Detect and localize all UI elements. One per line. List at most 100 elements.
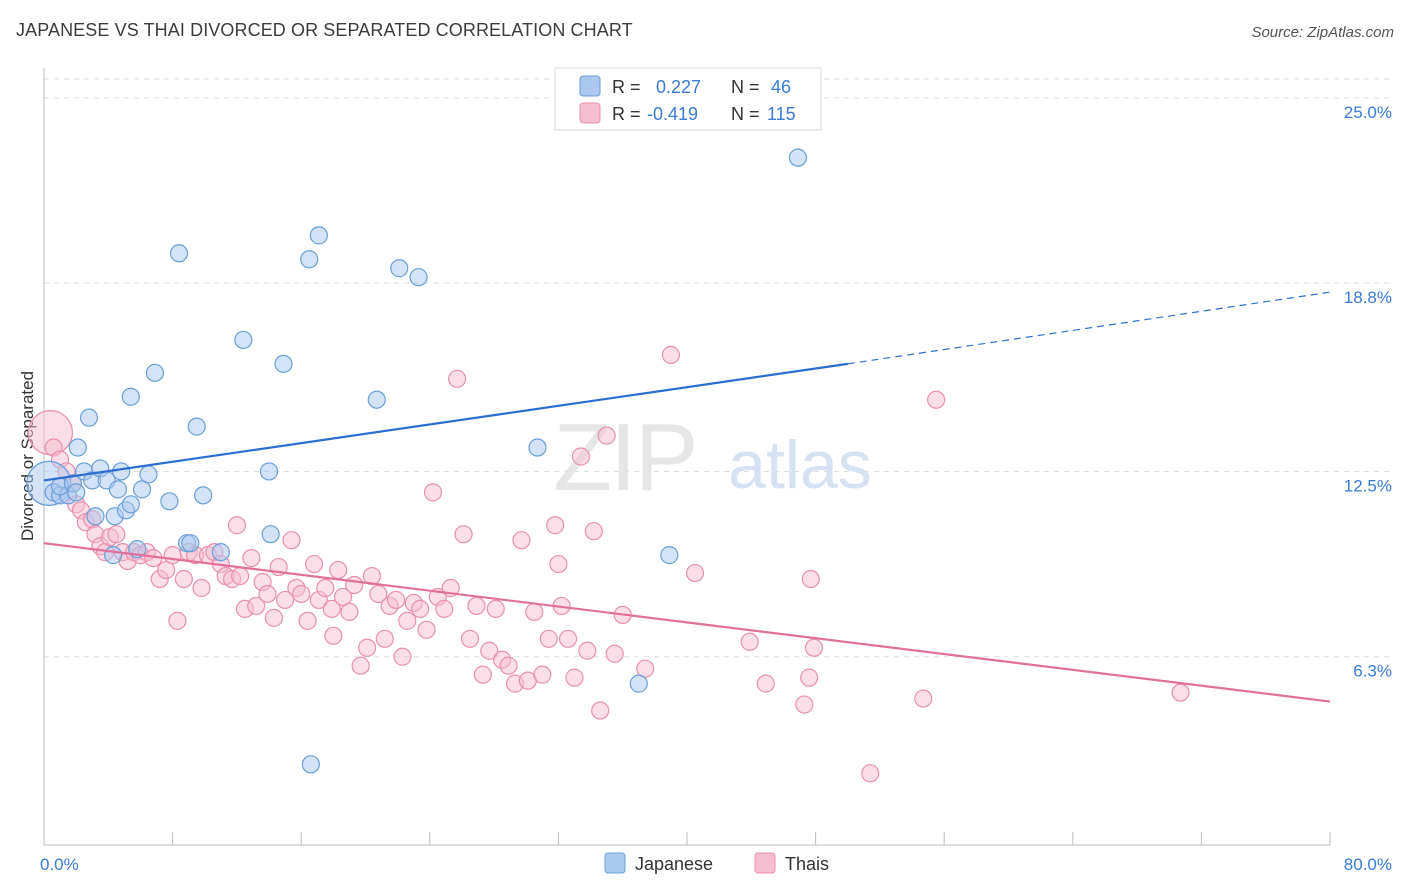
- legend-bottom-thais-swatch: [754, 852, 776, 874]
- japanese-point: [67, 483, 86, 502]
- japanese-point: [629, 674, 648, 693]
- legend-bottom-japanese-swatch: [604, 852, 626, 874]
- thais-point: [298, 611, 317, 630]
- watermark: ZIP atlas: [553, 404, 871, 511]
- japanese-point: [409, 268, 428, 287]
- correlation-legend: R = 0.227 N = 46 R = -0.419 N = 115: [554, 67, 822, 131]
- thais-point: [512, 531, 531, 550]
- thais-point: [398, 611, 417, 630]
- thais-point: [605, 644, 624, 663]
- japanese-point: [194, 486, 213, 505]
- thais-point: [258, 584, 277, 604]
- trend-lines: [43, 291, 1331, 703]
- thais-point: [417, 620, 436, 639]
- thais-point: [345, 575, 364, 595]
- japanese-point: [259, 462, 279, 481]
- japanese-point: [261, 525, 280, 544]
- thais-point: [369, 584, 388, 604]
- thais-point: [386, 590, 406, 610]
- legend-thais-swatch: [579, 102, 601, 124]
- thais-point: [333, 587, 353, 607]
- thais-point: [316, 578, 335, 598]
- thais-point: [795, 695, 814, 714]
- thais-point: [578, 641, 597, 660]
- legend-japanese-r-label: R =: [612, 77, 641, 97]
- japanese-point: [181, 534, 200, 553]
- legend-thais-n-label: N =: [731, 104, 760, 124]
- thais-point: [597, 426, 616, 445]
- thais-point: [304, 554, 324, 574]
- japanese-point: [121, 495, 140, 514]
- thais-point: [740, 632, 759, 651]
- thais-point: [393, 647, 412, 666]
- thais-point: [861, 764, 880, 783]
- thais-point: [168, 611, 187, 630]
- thais-point: [448, 369, 467, 388]
- thais-point: [107, 525, 126, 544]
- japanese-trend-line: [43, 362, 848, 482]
- japanese-point: [187, 417, 206, 436]
- legend-bottom-japanese-label: Japanese: [635, 854, 713, 874]
- thais-point: [227, 516, 246, 535]
- thais-point: [276, 590, 295, 610]
- thais-point: [539, 629, 558, 648]
- thais-point: [282, 531, 301, 550]
- thais-point: [454, 525, 473, 544]
- thais-point: [435, 599, 454, 619]
- thais-point: [473, 665, 492, 684]
- legend-japanese-n-value: 46: [771, 77, 791, 97]
- japanese-point: [274, 354, 293, 373]
- thais-point: [804, 638, 824, 657]
- legend-thais-r-value: -0.419: [647, 104, 698, 124]
- chart-title: JAPANESE VS THAI DIVORCED OR SEPARATED C…: [16, 20, 633, 40]
- thais-point: [558, 629, 578, 648]
- thais-point: [324, 626, 343, 645]
- japanese-point: [169, 244, 189, 263]
- thais-point: [423, 483, 443, 502]
- legend-japanese-swatch: [579, 75, 601, 97]
- thais-point: [247, 596, 266, 616]
- japanese-point: [139, 465, 158, 484]
- legend-bottom-thais-label: Thais: [785, 854, 829, 874]
- japanese-trend-extension: [847, 291, 1331, 365]
- japanese-points: [26, 148, 808, 774]
- thais-point: [801, 569, 820, 589]
- legend-japanese-n-label: N =: [731, 77, 760, 97]
- thais-point: [800, 668, 819, 687]
- japanese-point: [309, 226, 328, 245]
- japanese-point: [86, 507, 105, 526]
- y-tick-label: 12.5%: [1344, 476, 1392, 495]
- y-tick-labels: 6.3% 12.5% 18.8% 25.0%: [1344, 103, 1392, 681]
- japanese-point: [301, 755, 320, 774]
- thais-point: [927, 390, 946, 409]
- thais-trend-line: [43, 542, 1331, 703]
- thais-point: [546, 516, 565, 535]
- thais-point: [231, 566, 250, 586]
- japanese-point: [68, 438, 87, 457]
- thais-point: [322, 599, 341, 619]
- thais-point: [661, 345, 681, 364]
- thais-point: [375, 629, 394, 648]
- y-axis-label: Divorced or Separated: [18, 371, 37, 541]
- thais-point: [163, 546, 182, 565]
- thais-point: [565, 668, 584, 687]
- japanese-point: [367, 390, 386, 409]
- japanese-point: [121, 387, 140, 406]
- japanese-point: [79, 408, 99, 427]
- thais-point: [329, 560, 348, 580]
- x-max-label: 80.0%: [1344, 855, 1392, 874]
- thais-point: [756, 674, 775, 693]
- japanese-point: [104, 546, 123, 565]
- japanese-point: [390, 259, 409, 278]
- y-tick-label: 18.8%: [1344, 288, 1392, 307]
- thais-point: [460, 629, 480, 648]
- japanese-point: [160, 492, 179, 511]
- x-min-label: 0.0%: [40, 855, 79, 874]
- series-legend: Japanese Thais: [604, 852, 829, 874]
- legend-thais-n-value: 115: [767, 104, 796, 124]
- japanese-point: [211, 543, 230, 562]
- thais-point: [636, 659, 655, 678]
- thais-point: [411, 599, 430, 619]
- thais-point: [242, 549, 261, 568]
